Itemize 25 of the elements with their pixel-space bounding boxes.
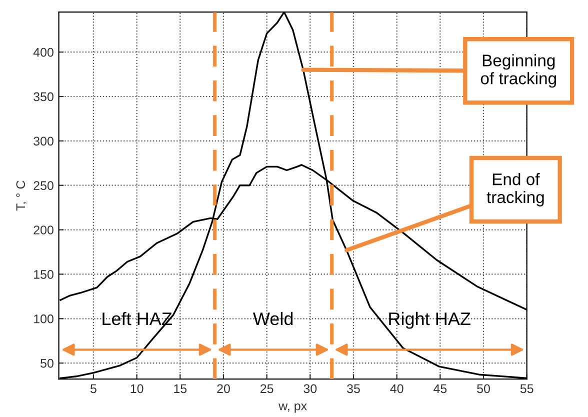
y-tick-label: 200 (34, 226, 54, 234)
x-tick-label: 30 (304, 384, 317, 394)
x-tick-label: 20 (217, 384, 230, 394)
annotation: Right HAZ (389, 312, 470, 329)
x-tick-label: 10 (130, 384, 144, 394)
y-tick-label: 300 (34, 136, 54, 146)
annotation: Beginning of tracking (480, 54, 556, 88)
x-tick-label: 40 (390, 384, 404, 394)
annotation: End of tracking (486, 172, 544, 206)
y-tick-label: 150 (34, 270, 54, 279)
x-tick-label: 45 (434, 384, 447, 394)
x-axis-title: w, px (278, 403, 307, 413)
y-tick-label: 250 (34, 181, 54, 190)
y-tick-label: 400 (33, 48, 54, 57)
x-tick-label: 25 (260, 384, 274, 394)
x-tick-label: 50 (477, 384, 490, 394)
y-tick-label: 50 (40, 358, 54, 368)
x-tick-label: 55 (520, 384, 534, 394)
y-tick-label: 100 (34, 314, 54, 324)
annotation: Weld (252, 312, 293, 326)
x-tick-label: 5 (90, 384, 96, 394)
y-tick-label: 350 (34, 92, 54, 102)
x-tick-label: 15 (174, 384, 187, 394)
x-tick-label: 35 (347, 384, 360, 394)
y-axis-title: T, ° C (16, 180, 27, 211)
